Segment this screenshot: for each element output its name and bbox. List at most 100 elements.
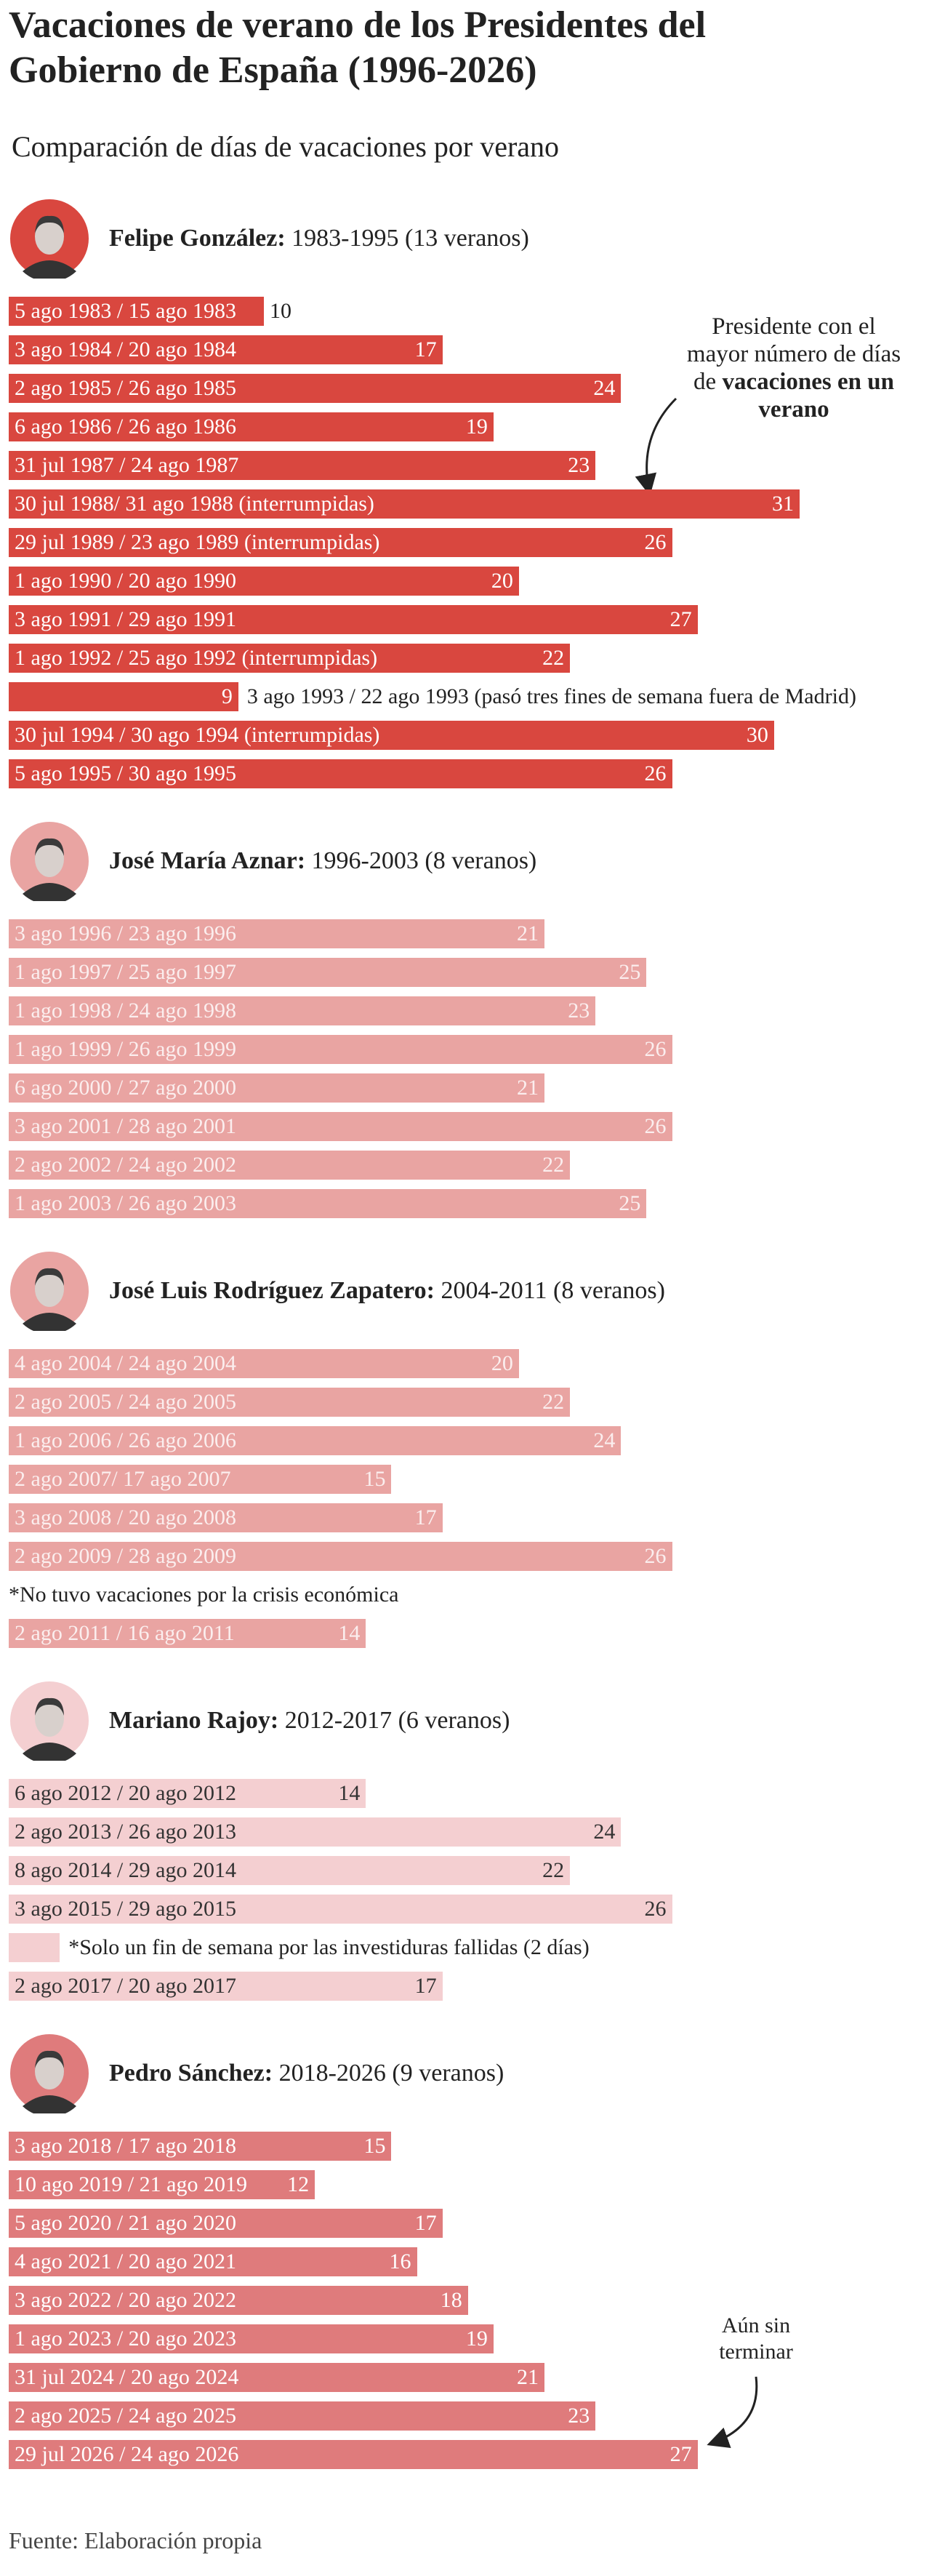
- bar: [9, 644, 571, 673]
- bar: [9, 1503, 443, 1532]
- value-label: 25: [619, 1191, 641, 1215]
- bar: [9, 451, 596, 480]
- president-period: 1983-1995 (13 veranos): [291, 225, 529, 252]
- bar-label: 5 ago 2020 / 21 ago 2020: [15, 2211, 236, 2235]
- president-name: Felipe González:: [109, 225, 286, 252]
- bar: [9, 1151, 571, 1180]
- bar-label: 3 ago 2001 / 28 ago 2001: [15, 1114, 236, 1138]
- bar-label: 10 ago 2019 / 21 ago 2019: [15, 2172, 247, 2196]
- president-period: 2018-2026 (9 veranos): [278, 2060, 504, 2087]
- bar: [9, 297, 264, 326]
- value-label: 24: [593, 1820, 616, 1844]
- value-label: 20: [491, 1351, 513, 1375]
- bar-label: 6 ago 2012 / 20 ago 2012: [15, 1781, 236, 1805]
- value-label: 24: [593, 376, 616, 400]
- bar-label: 3 ago 1996 / 23 ago 1996: [15, 921, 236, 945]
- portrait-body: [23, 260, 76, 279]
- annotation-text: Presidente con el mayor número de días d…: [686, 313, 901, 395]
- bar-label: 1 ago 2023 / 20 ago 2023: [15, 2327, 236, 2351]
- bar-label: 2 ago 2007/ 17 ago 2007: [15, 1467, 231, 1491]
- value-label: 17: [414, 2211, 437, 2235]
- value-label: 26: [644, 1037, 667, 1061]
- bar-label: 1 ago 1998 / 24 ago 1998: [15, 999, 236, 1023]
- bar: [9, 489, 800, 519]
- bar-label: 3 ago 1984 / 20 ago 1984: [15, 337, 236, 361]
- bar-label: 2 ago 2002 / 24 ago 2002: [15, 1153, 236, 1177]
- portrait-body: [23, 883, 76, 901]
- value-label: 26: [644, 530, 667, 554]
- bar-label: 1 ago 1999 / 26 ago 1999: [15, 1037, 236, 1061]
- value-label: 16: [389, 2249, 411, 2273]
- bar-label: 2 ago 2011 / 16 ago 2011: [15, 1621, 235, 1645]
- value-label: 12: [287, 2172, 310, 2196]
- president-name: José Luis Rodríguez Zapatero:: [109, 1277, 435, 1304]
- bar: [9, 1619, 366, 1648]
- value-label: 26: [644, 1114, 667, 1138]
- bar-label: 1 ago 1997 / 25 ago 1997: [15, 960, 236, 984]
- bar: [9, 1035, 672, 1064]
- group-header: Pedro Sánchez: 2018-2026 (9 veranos): [109, 2057, 504, 2089]
- bar-label: 6 ago 1986 / 26 ago 1986: [15, 415, 236, 439]
- portrait: [10, 1681, 89, 1761]
- bar: [9, 958, 647, 987]
- bar-label: 4 ago 2021 / 20 ago 2021: [15, 2249, 236, 2273]
- bar: [9, 335, 443, 364]
- bar: [9, 1112, 672, 1141]
- portrait-hair: [35, 2050, 64, 2068]
- bar: [9, 682, 238, 711]
- value-label: 30: [746, 723, 768, 747]
- bar: [9, 1388, 571, 1417]
- group-header: Felipe González: 1983-1995 (13 veranos): [109, 223, 529, 255]
- bar-label: *Solo un fin de semana por las investidu…: [68, 1935, 590, 1959]
- portrait: [10, 199, 89, 279]
- portrait-hair: [35, 1697, 64, 1716]
- bar: [9, 721, 774, 750]
- group-header: José Luis Rodríguez Zapatero: 2004-2011 …: [109, 1275, 665, 1307]
- president-period: 1996-2003 (8 veranos): [311, 847, 537, 874]
- bar: [9, 374, 622, 403]
- bar-label: 6 ago 2000 / 27 ago 2000: [15, 1076, 236, 1100]
- annotation-bold: vacaciones en un verano: [722, 369, 894, 423]
- value-label: 21: [517, 921, 539, 945]
- value-label: 27: [669, 607, 692, 631]
- portrait: [10, 1252, 89, 1331]
- bar: [9, 1465, 392, 1494]
- bar: [9, 2132, 392, 2161]
- bar-label: 3 ago 1991 / 29 ago 1991: [15, 607, 236, 631]
- bar: [9, 528, 672, 557]
- bar: [9, 1189, 647, 1218]
- bar-label: 1 ago 1990 / 20 ago 1990: [15, 569, 236, 593]
- portrait-head: [35, 841, 64, 877]
- value-label: 17: [414, 1505, 437, 1529]
- bar: [9, 567, 519, 596]
- chart-subtitle: Comparación de días de vacaciones por ve…: [12, 130, 560, 163]
- bar-label: 30 jul 1994 / 30 ago 1994 (interrumpidas…: [15, 723, 380, 747]
- bar: [9, 2363, 545, 2392]
- value-label: 18: [440, 2288, 462, 2312]
- president-name: Mariano Rajoy:: [109, 1707, 279, 1734]
- value-label: 22: [542, 1390, 565, 1414]
- bar: [9, 919, 545, 948]
- bar: [9, 2286, 468, 2315]
- bar-label: 3 ago 2022 / 20 ago 2022: [15, 2288, 236, 2312]
- bar-label: 1 ago 1992 / 25 ago 1992 (interrumpidas): [15, 646, 378, 670]
- portrait-body: [23, 1313, 76, 1331]
- bar: [9, 2401, 596, 2431]
- value-label: 23: [568, 2404, 590, 2428]
- value-label: 15: [363, 1467, 386, 1491]
- portrait-head: [35, 2053, 64, 2089]
- value-label: 23: [568, 999, 590, 1023]
- portrait-head: [35, 1700, 64, 1737]
- bar-label: 3 ago 2008 / 20 ago 2008: [15, 1505, 236, 1529]
- president-name: José María Aznar:: [109, 847, 306, 874]
- bar: [9, 1972, 443, 2001]
- value-label: 26: [644, 761, 667, 785]
- portrait-body: [23, 2095, 76, 2113]
- chart-title: Vacaciones de verano de los Presidentes …: [9, 4, 707, 91]
- bar: [9, 1895, 672, 1924]
- bar: [9, 996, 596, 1025]
- value-label: 20: [491, 569, 513, 593]
- bar-label: 2 ago 1985 / 26 ago 1985: [15, 376, 236, 400]
